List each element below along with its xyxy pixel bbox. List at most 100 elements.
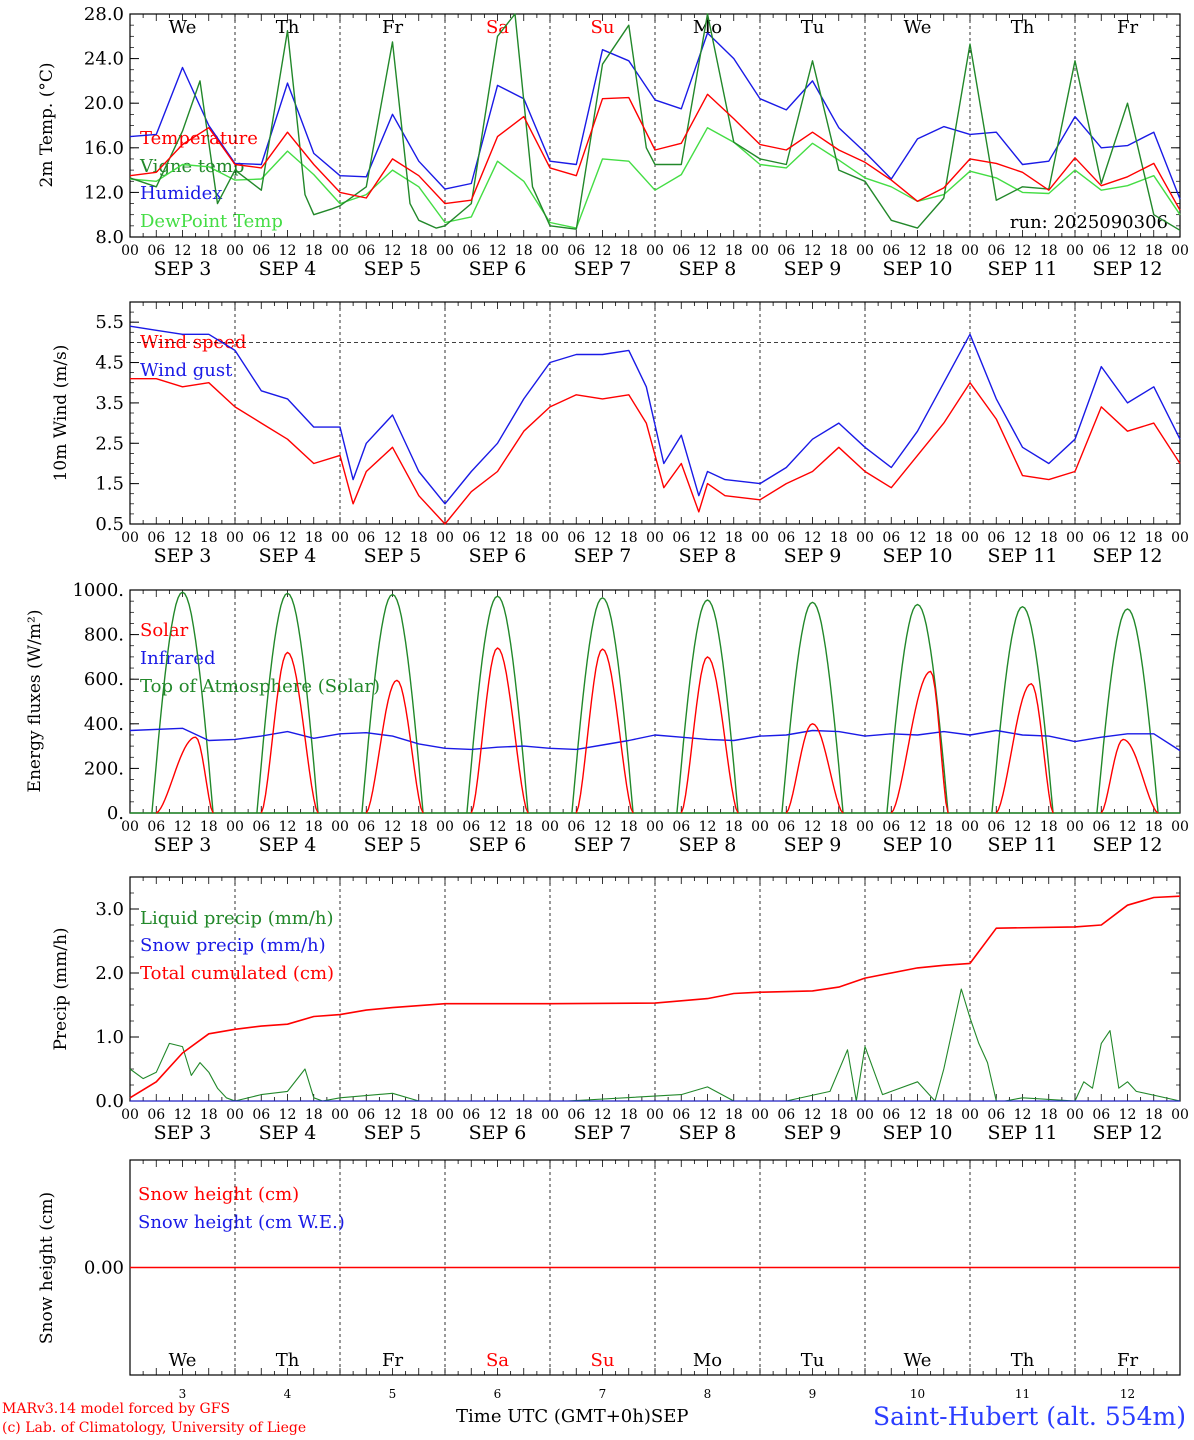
x-hour-label: 18	[1145, 1107, 1163, 1123]
x-hour-label: 06	[672, 1107, 690, 1123]
x-hour-label: 00	[121, 243, 139, 259]
x-date-label: SEP 9	[784, 258, 842, 280]
x-date-label: SEP 12	[1093, 834, 1163, 856]
day-number-label: 5	[389, 1387, 397, 1401]
x-hour-label: 18	[515, 530, 533, 546]
x-hour-label: 12	[1119, 819, 1137, 835]
x-date-label: SEP 6	[469, 1122, 527, 1144]
x-hour-label: 00	[1066, 530, 1084, 546]
x-hour-label: 18	[1145, 819, 1163, 835]
x-hour-label: 18	[1040, 530, 1058, 546]
series-red-line	[129, 93, 1181, 211]
x-hour-label: 06	[777, 530, 795, 546]
x-hour-label: 00	[646, 530, 664, 546]
x-hour-label: 12	[279, 530, 297, 546]
x-hour-label: 18	[830, 1107, 848, 1123]
x-hour-label: 18	[305, 1107, 323, 1123]
x-hour-label: 06	[252, 819, 270, 835]
x-hour-label: 06	[462, 1107, 480, 1123]
x-hour-label: 00	[1171, 819, 1189, 835]
day-number-label: 9	[809, 1387, 817, 1401]
x-date-label: SEP 6	[469, 258, 527, 280]
weekday-label: Sa	[486, 1350, 509, 1371]
x-hour-label: 12	[384, 1107, 402, 1123]
toa-solar-arc	[256, 592, 319, 814]
x-hour-label: 12	[699, 1107, 717, 1123]
x-hour-label: 18	[725, 243, 743, 259]
x-hour-label: 06	[672, 530, 690, 546]
x-hour-label: 12	[1014, 1107, 1032, 1123]
x-hour-label: 00	[331, 819, 349, 835]
weekday-label: Th	[1011, 1350, 1035, 1371]
x-date-label: SEP 4	[259, 834, 317, 856]
series-blue-line	[129, 32, 1181, 200]
weekday-label: Fr	[1117, 1350, 1138, 1371]
solar-daily-line	[890, 670, 949, 814]
energy-legend-solar: Solar	[140, 620, 189, 641]
x-hour-label: 12	[174, 1107, 192, 1123]
y-tick-label: 0.00	[84, 1258, 124, 1279]
x-date-label: SEP 3	[154, 1122, 212, 1144]
x-hour-label: 00	[856, 243, 874, 259]
day-number-label: 11	[1015, 1387, 1030, 1401]
x-hour-label: 06	[567, 530, 585, 546]
x-hour-label: 06	[882, 530, 900, 546]
x-hour-label: 18	[410, 819, 428, 835]
x-hour-label: 00	[541, 819, 559, 835]
x-hour-label: 00	[436, 1107, 454, 1123]
x-hour-label: 06	[1092, 243, 1110, 259]
x-hour-label: 12	[804, 819, 822, 835]
x-hour-label: 06	[462, 819, 480, 835]
x-hour-label: 18	[1040, 819, 1058, 835]
precip-panel: Precip (mm/h) Liquid precip (mm/h) Snow …	[51, 908, 334, 1051]
x-hour-label: 12	[909, 819, 927, 835]
x-hour-label: 06	[987, 819, 1005, 835]
x-date-label: SEP 5	[364, 834, 422, 856]
y-tick-label: 200.	[84, 758, 124, 779]
toa-solar-arc	[886, 603, 949, 814]
solar-daily-line	[785, 723, 844, 814]
model-credit-line1: MARv3.14 model forced by GFS	[2, 1401, 231, 1417]
solar-daily-line	[155, 736, 214, 814]
x-hour-label: 00	[541, 530, 559, 546]
x-hour-label: 06	[252, 530, 270, 546]
x-hour-label: 00	[1066, 243, 1084, 259]
x-date-label: SEP 3	[154, 834, 212, 856]
x-hour-label: 00	[226, 530, 244, 546]
x-hour-label: 18	[725, 530, 743, 546]
x-hour-label: 12	[1014, 243, 1032, 259]
x-hour-label: 18	[410, 243, 428, 259]
x-hour-label: 00	[121, 819, 139, 835]
x-hour-label: 06	[672, 243, 690, 259]
x-hour-label: 00	[436, 819, 454, 835]
y-tick-label: 3.5	[95, 393, 124, 414]
x-hour-label: 12	[699, 243, 717, 259]
toa-solar-arc	[676, 599, 739, 814]
x-hour-label: 12	[699, 530, 717, 546]
x-date-label: SEP 9	[784, 545, 842, 567]
x-hour-label: 18	[935, 819, 953, 835]
weekday-label: Sa	[486, 17, 509, 38]
day-number-label: 12	[1120, 1387, 1135, 1401]
temperature-legend-humidex: Humidex	[140, 183, 222, 204]
energy-panel: Energy fluxes (W/m²) Solar Infrared Top …	[25, 610, 380, 793]
weekday-label: Tu	[801, 1350, 825, 1371]
x-hour-label: 06	[672, 819, 690, 835]
x-date-label: SEP 3	[154, 545, 212, 567]
x-hour-label: 06	[462, 530, 480, 546]
weekday-label: We	[904, 1350, 932, 1371]
x-hour-label: 12	[1119, 1107, 1137, 1123]
x-hour-label: 06	[357, 1107, 375, 1123]
x-hour-label: 00	[541, 1107, 559, 1123]
x-date-label: SEP 6	[469, 834, 527, 856]
energy-legend-toa: Top of Atmosphere (Solar)	[140, 676, 380, 697]
x-hour-label: 06	[147, 1107, 165, 1123]
series-ltgreen-line	[129, 126, 1181, 229]
wind-panel-ylabel: 10m Wind (m/s)	[51, 345, 71, 482]
x-hour-label: 00	[331, 530, 349, 546]
x-hour-label: 12	[909, 1107, 927, 1123]
x-hour-label: 18	[515, 1107, 533, 1123]
y-tick-label: 20.0	[84, 93, 124, 114]
x-date-label: SEP 8	[679, 545, 737, 567]
snow-legend-cm: Snow height (cm)	[138, 1184, 299, 1205]
